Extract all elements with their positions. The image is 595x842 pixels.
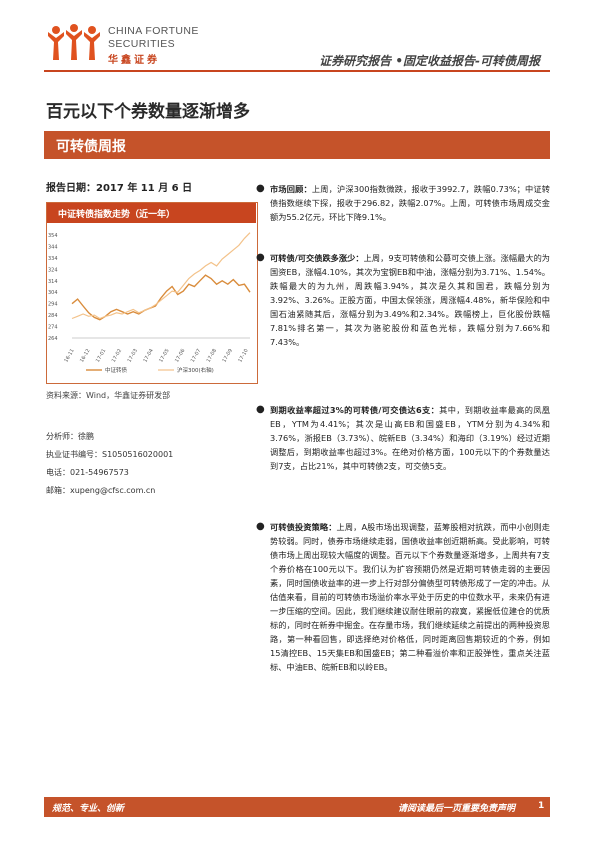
header-divider [44, 70, 550, 72]
legend-label-1: 中证转债 [105, 366, 128, 374]
x-tick-label: 17-02 [111, 348, 123, 364]
index-trend-chart: 354 344 334 324 314 304 294 284 274 264 16-11 16-12… [48, 232, 251, 374]
brand-name-english-line2: SECURITIES [108, 38, 176, 50]
y-tick-label: 284 [48, 313, 58, 319]
y-tick-label: 274 [48, 325, 58, 331]
chart-title-bar [47, 203, 256, 223]
bullet-heading: 市场回顾： [270, 184, 312, 194]
report-category: 证券研究报告 •固定收益报告-可转债周报 [319, 54, 540, 68]
bullet-icon: ● [256, 404, 265, 415]
x-tick-label: 17-04 [142, 348, 154, 364]
bullet-text: 上周，A股市场出现调整，蓝筹股相对抗跌，而中小创则走势较弱。同时，债券市场继续走… [270, 522, 550, 672]
bullet-icon: ● [256, 183, 265, 194]
analyst-info: 分析师：徐鹏 执业证书编号：S1050516020001 电话：021-5496… [46, 428, 173, 500]
series-line-2 [71, 232, 251, 320]
section-banner [44, 131, 550, 159]
x-tick-label: 17-10 [237, 348, 249, 364]
footer-slogan: 规范、专业、创新 [52, 804, 125, 814]
email-address: 邮箱：xupeng@cfsc.com.cn [46, 486, 156, 495]
bullet-text: 上周，9支可转债和公募可交债上涨。涨幅最大的为国资EB，涨幅4.10%，其次为宝… [270, 253, 550, 347]
y-tick-label: 324 [48, 267, 58, 273]
chart-title: 中证转债指数走势（近一年） [58, 210, 176, 220]
chart-frame [46, 202, 258, 384]
x-tick-label: 17-08 [206, 348, 218, 364]
legend-label-2: 沪深300(右轴) [177, 366, 214, 374]
footer-disclaimer: 请阅读最后一页重要免责声明 [398, 804, 516, 814]
x-tick-label: 16-11 [63, 348, 75, 364]
page-title: 百元以下个券数量逐渐增多 [46, 102, 250, 122]
bullet-market-review: ● 市场回顾：上周，沪深300指数微跌，报收于3992.7，跌幅0.73%；中证… [256, 182, 550, 224]
brand-name-chinese: 华鑫证券 [108, 55, 160, 66]
x-tick-label: 17-05 [158, 348, 170, 364]
bullet-icon: ● [256, 252, 265, 263]
chart-source-note: 资料来源：Wind，华鑫证券研发部 [46, 391, 171, 400]
bullet-text: 其中，到期收益率最高的凤凰EB，YTM为4.41%；其次是山高EB和国盛EB，Y… [270, 405, 550, 471]
phone-number: 电话：021-54967573 [46, 468, 129, 477]
x-tick-label: 16-12 [79, 348, 91, 364]
page-number: 1 [538, 801, 545, 811]
y-tick-label: 334 [48, 256, 58, 262]
section-banner-label: 可转债周报 [56, 139, 126, 155]
y-tick-label: 354 [48, 233, 58, 239]
y-tick-label: 264 [48, 336, 58, 342]
bullet-price-moves: ● 可转债/可交债跌多涨少：上周，9支可转债和公募可交债上涨。涨幅最大的为国资E… [256, 251, 550, 349]
bullet-icon: ● [256, 521, 265, 532]
x-tick-label: 17-03 [127, 348, 139, 364]
footer-bar [44, 797, 550, 817]
y-tick-label: 304 [48, 290, 58, 296]
bullet-ytm: ● 到期收益率超过3%的可转债/可交债达6支：其中，到期收益率最高的凤凰EB，Y… [256, 403, 550, 473]
x-tick-label: 17-06 [174, 348, 186, 364]
bullet-strategy: ● 可转债投资策略：上周，A股市场出现调整，蓝筹股相对抗跌，而中小创则走势较弱。… [256, 520, 550, 674]
y-tick-label: 344 [48, 244, 58, 250]
bullet-heading: 到期收益率超过3%的可转债/可交债达6支： [270, 405, 440, 415]
report-date: 报告日期：2017 年 11 月 6 日 [46, 183, 193, 194]
x-tick-label: 17-07 [190, 348, 202, 364]
brand-name-english-line1: CHINA FORTUNE [108, 25, 199, 37]
bullet-heading: 可转债投资策略： [270, 522, 337, 532]
x-tick-label: 17-01 [95, 348, 107, 364]
y-tick-label: 294 [48, 302, 58, 308]
three-figures-logo-icon [48, 24, 100, 60]
bullet-heading: 可转债/可交债跌多涨少： [270, 253, 364, 263]
bullet-text: 上周，沪深300指数微跌，报收于3992.7，跌幅0.73%；中证转债指数继续下… [270, 184, 550, 222]
license-number: 执业证书编号：S1050516020001 [46, 450, 174, 459]
analyst-name: 分析师：徐鹏 [46, 432, 94, 441]
series-line-1 [71, 274, 251, 321]
x-tick-label: 17-09 [221, 348, 233, 364]
y-tick-label: 314 [48, 279, 58, 285]
